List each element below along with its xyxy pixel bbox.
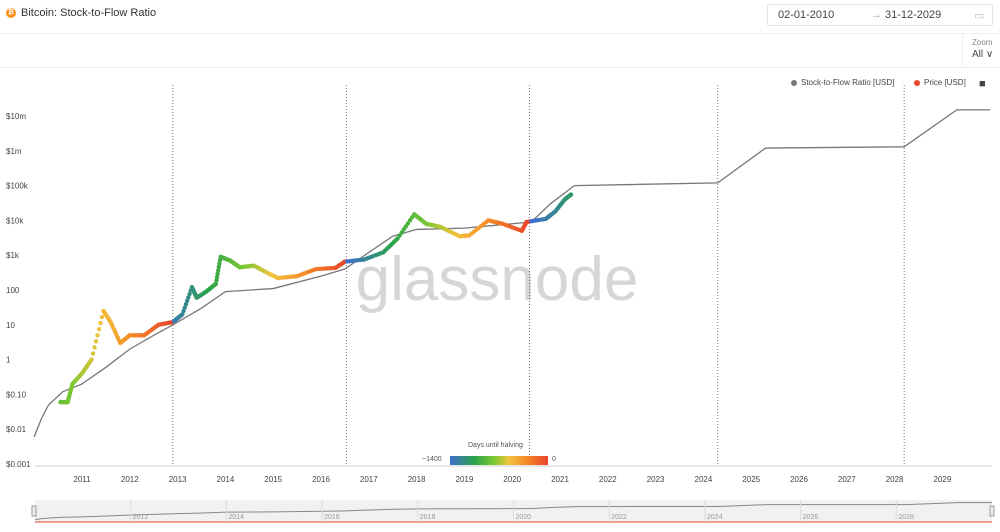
navigator-label: 2024	[707, 514, 723, 521]
y-tick-label: $1m	[6, 147, 22, 156]
y-tick-label: $100k	[6, 182, 29, 191]
x-tick-label: 2019	[456, 475, 474, 484]
price-point	[184, 298, 190, 303]
y-tick-label: $10m	[6, 112, 26, 121]
bitcoin-icon: ₿	[6, 8, 16, 18]
legend-label: Price [USD]	[924, 78, 966, 87]
navigator-handle-right[interactable]	[989, 505, 995, 517]
date-from[interactable]: 02-01-2010	[778, 9, 835, 21]
divider	[0, 33, 1000, 34]
y-tick-label: 1	[6, 356, 11, 365]
price-point	[90, 351, 96, 356]
legend-s2f[interactable]: Stock-to-Flow Ratio [USD]	[791, 78, 894, 87]
price-point	[98, 320, 103, 326]
price-point	[182, 305, 187, 310]
zoom-label: Zoom	[972, 38, 993, 47]
price-point	[214, 278, 219, 283]
x-tick-label: 2022	[599, 475, 617, 484]
price-point	[186, 295, 191, 300]
chart-title: ₿ Bitcoin: Stock-to-Flow Ratio	[6, 7, 156, 19]
colorbar-title: Days until halving	[468, 442, 523, 449]
y-tick-label: 100	[6, 286, 20, 295]
price-point	[568, 192, 574, 197]
x-tick-label: 2027	[838, 475, 856, 484]
price-point	[217, 261, 222, 266]
navigator-handle-left[interactable]	[31, 505, 37, 517]
arrow-icon: →	[871, 9, 882, 21]
colorbar-max: 0	[552, 456, 556, 463]
navigator-label: 2012	[133, 514, 149, 521]
price-point	[95, 333, 100, 338]
x-tick-label: 2029	[934, 475, 952, 484]
x-tick-label: 2011	[73, 475, 91, 484]
x-tick-label: 2026	[790, 475, 808, 484]
watermark: glassnode	[356, 245, 639, 314]
legend-label: Stock-to-Flow Ratio [USD]	[801, 78, 895, 87]
x-tick-label: 2018	[408, 475, 426, 484]
title-text: Bitcoin: Stock-to-Flow Ratio	[21, 7, 157, 19]
price-point	[216, 264, 222, 270]
navigator-label: 2022	[611, 514, 627, 521]
divider	[0, 67, 1000, 68]
zoom-value[interactable]: All ∨	[972, 49, 994, 60]
price-point	[216, 268, 221, 273]
navigator-label: 2028	[898, 514, 914, 521]
x-tick-label: 2024	[695, 475, 713, 484]
x-tick-label: 2016	[312, 475, 330, 484]
navigator-label: 2020	[516, 514, 532, 521]
price-point	[99, 314, 105, 320]
zoom-select[interactable]: Zoom All ∨	[962, 33, 1000, 67]
navigator-label: 2026	[803, 514, 819, 521]
x-tick-label: 2023	[647, 475, 665, 484]
price-point	[213, 281, 219, 287]
x-tick-label: 2012	[121, 475, 139, 484]
legend-dot	[791, 79, 797, 86]
colorbar	[450, 456, 548, 465]
price-point	[215, 271, 220, 276]
y-tick-label: 10	[6, 321, 15, 330]
x-tick-label: 2017	[360, 475, 378, 484]
price-point	[214, 274, 220, 280]
x-tick-label: 2014	[217, 475, 235, 484]
date-to[interactable]: 31-12-2029	[885, 9, 942, 21]
x-tick-label: 2013	[169, 475, 187, 484]
x-tick-label: 2015	[264, 475, 282, 484]
colorbar-min: ~1400	[422, 456, 442, 463]
legend-price[interactable]: Price [USD]	[914, 78, 966, 87]
y-tick-label: $1k	[6, 251, 20, 260]
price-point	[92, 345, 97, 350]
price-point	[180, 312, 185, 317]
y-tick-label: $0.10	[6, 390, 27, 399]
price-point	[183, 301, 189, 307]
s2f-line	[33, 109, 991, 438]
x-tick-label: 2028	[886, 475, 904, 484]
navigator-label: 2014	[228, 514, 244, 521]
price-point	[89, 357, 94, 362]
legend-dot	[914, 79, 920, 86]
price-point	[93, 339, 99, 344]
navigator-label: 2016	[324, 514, 340, 521]
price-point	[181, 308, 186, 314]
x-tick-label: 2021	[551, 475, 569, 484]
date-range-picker[interactable]: 02-01-2010 → 31-12-2029 ▭	[767, 4, 993, 26]
x-tick-label: 2020	[503, 475, 521, 484]
navigator-label: 2018	[420, 514, 436, 521]
price-point	[187, 291, 192, 297]
y-tick-label: $0.001	[6, 460, 31, 469]
navigator-line	[34, 502, 992, 521]
y-tick-label: $0.01	[6, 425, 27, 434]
price-point	[96, 326, 102, 332]
camera-icon[interactable]: ■	[979, 78, 986, 90]
calendar-icon[interactable]: ▭	[974, 10, 985, 22]
x-tick-label: 2025	[742, 475, 760, 484]
y-tick-label: $10k	[6, 216, 24, 225]
